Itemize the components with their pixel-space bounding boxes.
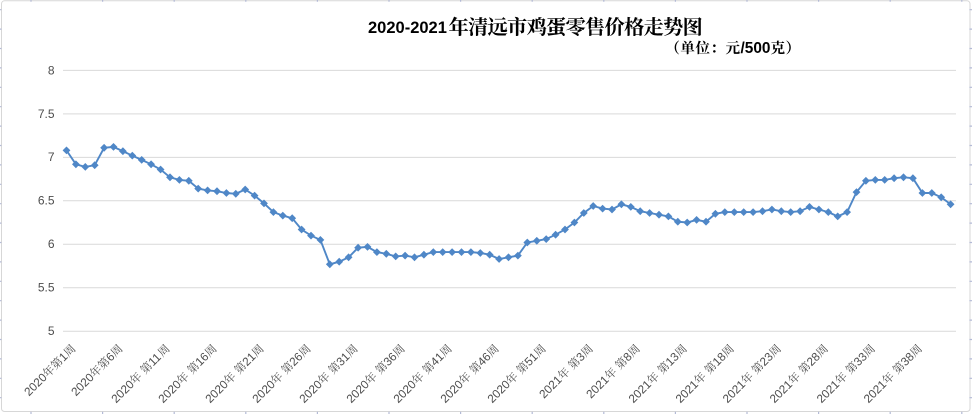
svg-text:7: 7 xyxy=(48,150,55,164)
svg-text:5: 5 xyxy=(48,324,55,338)
svg-text:6: 6 xyxy=(48,237,55,251)
svg-text:6.5: 6.5 xyxy=(38,194,55,208)
svg-text:5.5: 5.5 xyxy=(38,281,55,295)
svg-text:/500: /500 xyxy=(741,40,771,57)
svg-text:2020-2021: 2020-2021 xyxy=(368,19,447,37)
svg-text:8: 8 xyxy=(48,63,55,77)
svg-text:7.5: 7.5 xyxy=(38,107,55,121)
